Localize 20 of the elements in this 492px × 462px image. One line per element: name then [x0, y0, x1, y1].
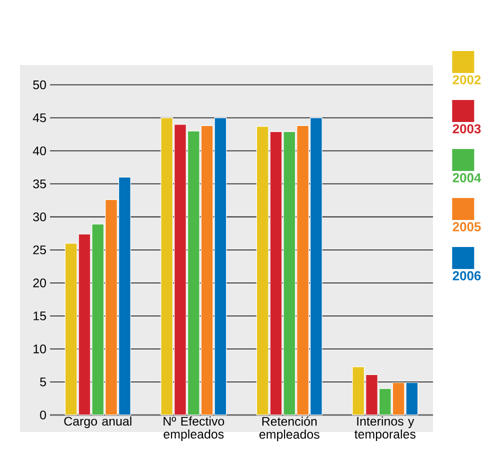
legend-label: 2002: [452, 75, 481, 84]
x-tick-label: Retención empleados: [259, 416, 320, 442]
y-tick-label: 45: [32, 113, 46, 122]
y-tick-label: 25: [33, 245, 46, 254]
y-tick-label: 0: [40, 410, 46, 420]
y-tick-label: 15: [34, 312, 46, 320]
legend-label: 2005: [452, 222, 481, 232]
y-tick-label: 5: [40, 378, 46, 386]
legend-label: 2006: [452, 271, 481, 280]
y-tick-label: 35: [33, 179, 46, 188]
legend-label: 2003: [452, 124, 481, 134]
legend-label: 2004: [452, 173, 482, 182]
y-tick-label: 50: [33, 80, 46, 90]
x-tick-label: Cargo anual: [64, 416, 132, 428]
x-tick-label: Nº Efectivo empleados: [164, 416, 224, 442]
y-tick-label: 30: [33, 212, 46, 222]
x-tick-label: Interinos y temporales: [354, 416, 416, 442]
y-tick-label: 40: [32, 146, 46, 156]
y-tick-label: 10: [34, 344, 46, 354]
y-tick-label: 20: [33, 278, 46, 288]
